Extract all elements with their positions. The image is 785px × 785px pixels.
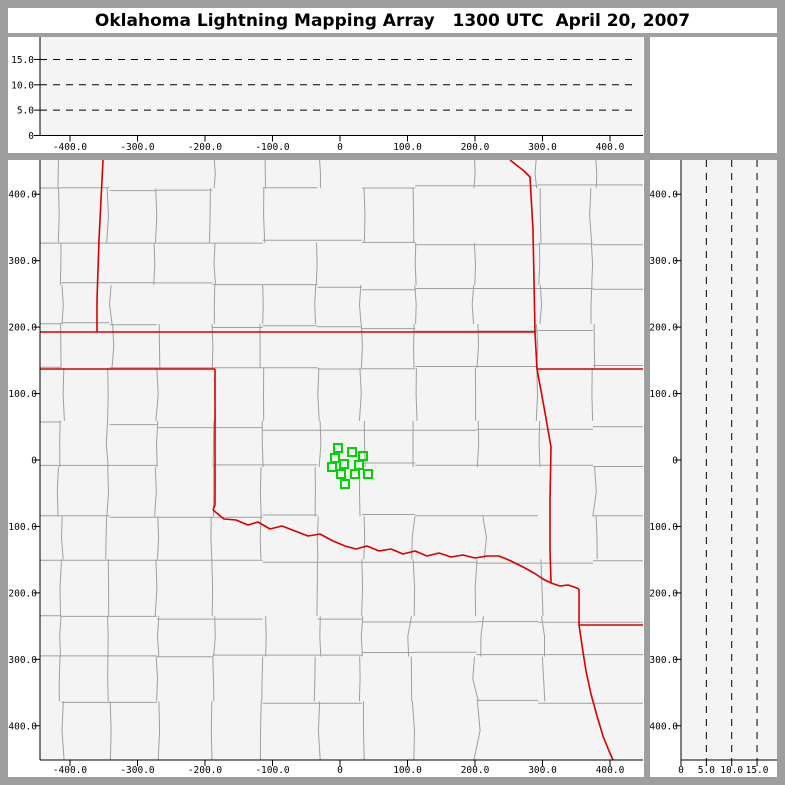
tick-label: 100.0 <box>8 389 37 400</box>
tick-label: 5.0 <box>17 106 34 117</box>
tick-label: -300.0 <box>120 765 155 776</box>
tick-label: 100.0 <box>650 389 678 400</box>
state-borders <box>40 160 643 760</box>
tick-label: 0 <box>678 765 684 776</box>
blank-panel <box>650 37 777 153</box>
altitude-ew-plot[interactable]: 15.0 10.0 5.0 0 -400.0 -300.0 -200.0 -100.0 0 100… <box>8 37 644 153</box>
tick-label: 0 <box>337 765 343 776</box>
lma-station <box>339 459 349 469</box>
tick-label: -100.0 <box>255 142 290 153</box>
tick-label: 200.0 <box>8 323 37 334</box>
tick-label: 0 <box>337 142 343 153</box>
tick-label: 10.0 <box>720 765 743 776</box>
lma-station <box>340 479 350 489</box>
tick-label: 200.0 <box>461 765 490 776</box>
lma-station <box>333 443 343 453</box>
tick-label: 400.0 <box>596 142 625 153</box>
state-border <box>212 509 552 584</box>
tick-label: 0 <box>31 456 37 467</box>
plan-view-plot[interactable]: 400.0 300.0 200.0 100.0 0 -100.0 -200.0 -300.0 -… <box>8 160 644 777</box>
tick-label: -200.0 <box>188 765 223 776</box>
altitude-ns-panel: 400.0 300.0 200.0 100.0 0 -100.0 -200.0 -300.0 -… <box>650 160 777 777</box>
tick-label: 15.0 <box>746 765 769 776</box>
county-lines-vertical <box>56 160 598 760</box>
tick-label: 400.0 <box>650 190 678 201</box>
window-title: Oklahoma Lightning Mapping Array 1300 UT… <box>94 10 691 31</box>
tick-label: 400.0 <box>596 765 625 776</box>
tick-label: -200.0 <box>650 588 678 599</box>
tick-label: -400.0 <box>8 721 37 732</box>
tick-label: -100.0 <box>8 522 37 533</box>
county-lines-horizontal <box>40 184 643 704</box>
tick-label: -300.0 <box>650 655 678 666</box>
state-border <box>212 369 216 511</box>
tick-label: 100.0 <box>393 142 422 153</box>
lma-stations <box>327 443 373 489</box>
tick-label: -400.0 <box>53 765 88 776</box>
tick-label: -400.0 <box>53 142 88 153</box>
tick-label: -400.0 <box>650 721 678 732</box>
tick-label: -300.0 <box>8 655 37 666</box>
lma-station <box>336 469 346 479</box>
tick-label: -100.0 <box>255 765 290 776</box>
tick-label: -200.0 <box>188 142 223 153</box>
tick-label: -300.0 <box>120 142 155 153</box>
lma-station <box>327 462 337 472</box>
altitude-ns-plot[interactable]: 400.0 300.0 200.0 100.0 0 -100.0 -200.0 -300.0 -… <box>650 160 777 777</box>
state-border <box>550 582 580 590</box>
state-border <box>578 624 614 760</box>
tick-label: 100.0 <box>393 765 422 776</box>
tick-label: 0 <box>28 131 34 142</box>
tick-label: 400.0 <box>8 190 37 201</box>
tick-label: 300.0 <box>8 256 37 267</box>
tick-label: 200.0 <box>650 323 678 334</box>
county-grid <box>40 160 643 760</box>
tick-label: 300.0 <box>528 765 557 776</box>
lma-station <box>363 469 373 479</box>
state-border <box>96 160 104 332</box>
tick-label: 300.0 <box>528 142 557 153</box>
lma-station <box>350 469 360 479</box>
plan-view-panel: 400.0 300.0 200.0 100.0 0 -100.0 -200.0 -300.0 -… <box>8 160 644 777</box>
title-bar: Oklahoma Lightning Mapping Array 1300 UT… <box>8 8 777 33</box>
tick-label: 300.0 <box>650 256 678 267</box>
tick-label: 15.0 <box>11 55 34 66</box>
altitude-ew-panel: 15.0 10.0 5.0 0 -400.0 -300.0 -200.0 -100.0 0 100… <box>8 37 644 153</box>
lma-station <box>347 447 357 457</box>
plot-area <box>40 37 643 136</box>
tick-label: -100.0 <box>650 522 678 533</box>
tick-label: 5.0 <box>698 765 715 776</box>
plot-area <box>681 160 777 760</box>
tick-label: 10.0 <box>11 80 34 91</box>
tick-label: 200.0 <box>461 142 490 153</box>
tick-label: 0 <box>672 456 678 467</box>
tick-label: -200.0 <box>8 588 37 599</box>
